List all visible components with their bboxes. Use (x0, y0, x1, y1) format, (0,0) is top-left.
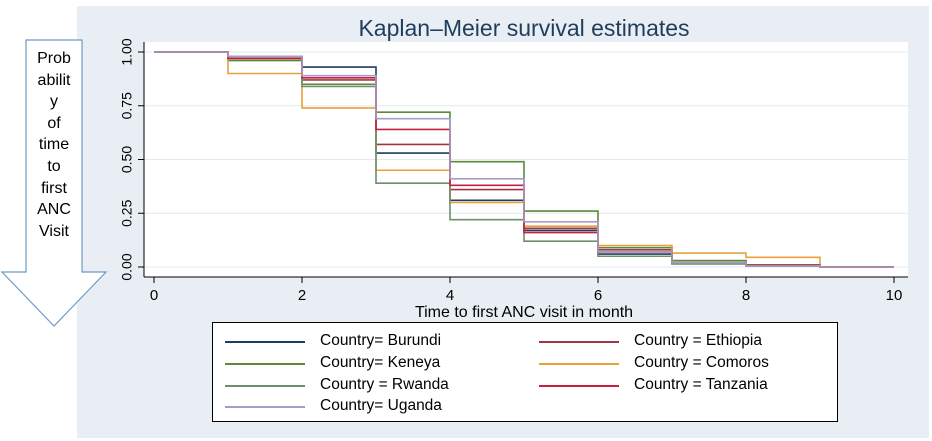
legend-swatch (225, 341, 305, 343)
legend-swatch (225, 363, 305, 365)
legend-label: Country = Comoros (634, 354, 769, 371)
y-label-line: y (50, 93, 58, 111)
y-tick-label: 0.00 (119, 253, 135, 280)
x-tick-label: 0 (150, 287, 158, 304)
legend-swatch (539, 363, 619, 365)
y-axis-arrow-shape (0, 39, 108, 327)
series-line-country-uganda (154, 51, 894, 268)
y-label-line: time (38, 136, 70, 154)
legend-swatch (225, 385, 305, 387)
x-tick-label: 8 (742, 287, 750, 304)
legend-label: Country = Rwanda (320, 376, 449, 393)
y-label-line: abilit (37, 71, 71, 89)
legend-label: Country= Burundi (320, 332, 442, 349)
legend-swatch (539, 341, 619, 343)
y-tick-label: 0.50 (119, 146, 135, 173)
y-label-line: ANC (37, 201, 71, 219)
legend-swatch (539, 385, 619, 387)
legend-label: Country= Keneya (320, 354, 441, 371)
x-tick-label: 2 (298, 287, 306, 304)
legend-label: Country= Uganda (320, 397, 442, 414)
legend-label: Country = Ethiopia (634, 332, 762, 349)
y-label-line: to (47, 157, 61, 175)
y-tick-label: 1.00 (119, 38, 135, 65)
y-axis-label: Prob abilit y of time to first ANC Visit (26, 48, 82, 242)
y-label-line: first (41, 179, 67, 197)
y-label-line: of (47, 114, 61, 132)
y-tick-label: 0.75 (119, 92, 135, 119)
y-tick-label: 0.25 (119, 199, 135, 226)
chart-title: Kaplan–Meier survival estimates (358, 15, 689, 41)
legend-swatch (225, 406, 305, 408)
x-tick-label: 6 (594, 287, 602, 304)
x-tick-label: 4 (446, 287, 454, 304)
x-axis-label: Time to first ANC visit in month (415, 304, 633, 321)
y-label-line: Visit (39, 222, 69, 240)
y-label-line: Prob (37, 50, 71, 67)
legend-label: Country = Tanzania (634, 376, 768, 393)
chart-legend: Country= Burundi Country = Ethiopia Coun… (212, 322, 838, 422)
x-tick-label: 10 (886, 287, 903, 304)
